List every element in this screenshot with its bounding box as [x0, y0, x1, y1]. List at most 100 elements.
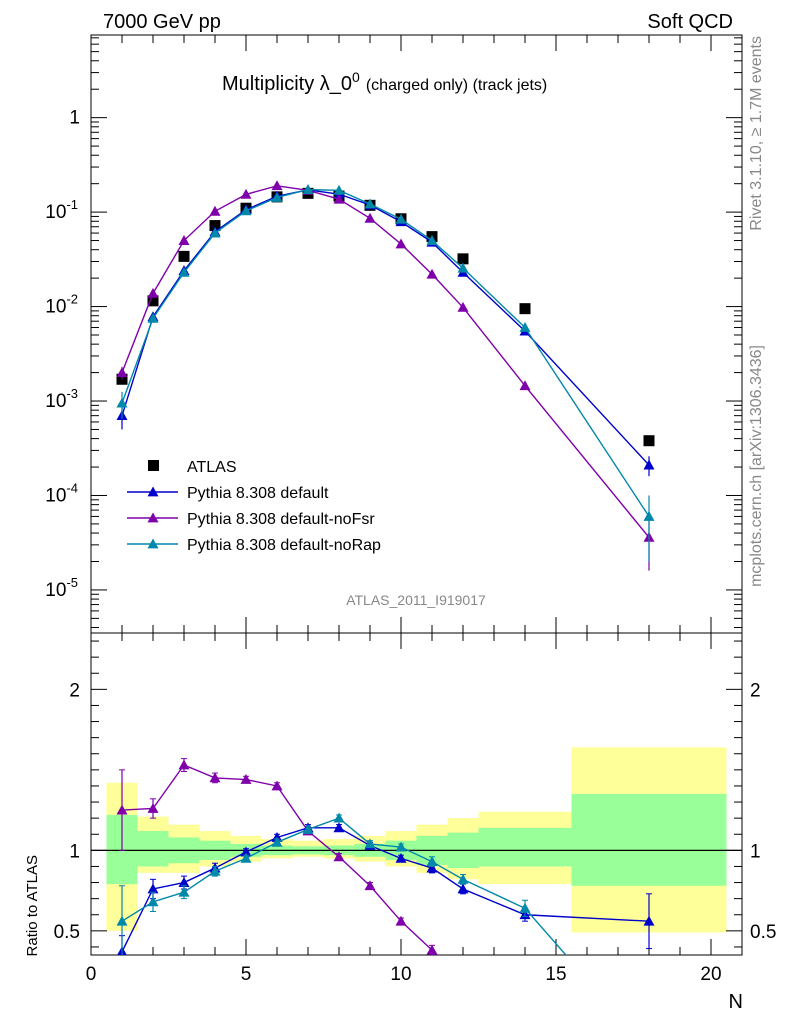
- point-marker: [643, 510, 655, 521]
- xtick-label: 20: [700, 964, 721, 985]
- title-superscript: 0: [352, 69, 360, 85]
- point-marker: [240, 846, 252, 857]
- point-marker: [240, 774, 252, 784]
- point-marker: [364, 880, 376, 891]
- data-point: [209, 220, 221, 232]
- legend-label: Pythia 8.308 default-noRap: [187, 537, 381, 554]
- point-marker: [209, 772, 221, 783]
- point-marker: [457, 873, 469, 884]
- point-marker: [178, 877, 190, 887]
- point-marker: [302, 184, 314, 195]
- series-line: [121, 189, 650, 466]
- ratio-series: [116, 758, 655, 984]
- point-marker: [395, 852, 407, 863]
- point-marker: [147, 896, 159, 907]
- point-marker: [519, 380, 531, 391]
- series-pythia-8-308-default-norap: [116, 184, 655, 562]
- data-point: [519, 303, 531, 315]
- point-marker: [519, 902, 531, 913]
- point-marker: [271, 836, 283, 847]
- main-ytick-label: 10-1: [45, 197, 78, 223]
- data-point: [643, 435, 655, 447]
- xtick-label: 10: [390, 964, 411, 985]
- ratio-ytick-label: 1: [69, 841, 80, 862]
- point-marker: [116, 804, 128, 815]
- point-marker: [116, 915, 128, 926]
- series-atlas: [116, 187, 655, 447]
- ratio-ytick-label-right: 0.5: [750, 922, 776, 943]
- ratio-line: [121, 764, 439, 955]
- band-inner: [137, 831, 169, 867]
- header-left: 7000 GeV pp: [103, 11, 221, 33]
- point-marker: [116, 397, 128, 408]
- point-marker: [209, 865, 221, 876]
- point-marker: [333, 851, 345, 862]
- point-marker: [364, 838, 376, 849]
- point-marker: [457, 262, 469, 273]
- point-marker: [147, 486, 159, 497]
- series-line: [121, 185, 650, 538]
- legend-label: ATLAS: [187, 459, 237, 476]
- point-marker: [147, 883, 159, 894]
- point-marker: [333, 822, 345, 833]
- point-marker: [240, 205, 252, 216]
- ratio-ytick-label: 2: [69, 680, 80, 701]
- point-marker: [147, 312, 159, 323]
- legend-item: Pythia 8.308 default-noRap: [127, 537, 381, 554]
- point-marker: [302, 823, 314, 834]
- point-marker: [457, 883, 469, 894]
- legend-item: ATLAS: [148, 459, 237, 476]
- point-marker: [178, 759, 190, 770]
- point-marker: [147, 802, 159, 813]
- point-marker: [116, 367, 128, 377]
- point-marker: [426, 944, 438, 955]
- point-marker: [395, 238, 407, 249]
- main-series: [116, 180, 655, 571]
- main-ytick-label: 10-4: [45, 480, 78, 506]
- point-marker: [395, 915, 407, 926]
- legend-label: Pythia 8.308 default-noFsr: [187, 511, 375, 528]
- main-ytick-label: 1: [69, 108, 80, 129]
- main-axes: 10-5 10-4 10-3 10-2 10-1 1: [45, 35, 743, 633]
- point-marker: [178, 235, 190, 245]
- ratio-line: [121, 817, 567, 955]
- ratio-panel-frame: [90, 632, 743, 956]
- point-marker: [178, 266, 190, 277]
- point-marker: [240, 188, 252, 199]
- rivet-label: Rivet 3.1.10, ≥ 1.7M events: [748, 36, 765, 231]
- point-marker: [458, 974, 469, 984]
- point-marker: [271, 780, 283, 791]
- point-marker: [643, 915, 655, 926]
- point-marker: [178, 886, 190, 897]
- xtick-label: 0: [86, 964, 97, 985]
- point-marker: [333, 184, 345, 195]
- data-point: [147, 295, 159, 307]
- data-point: [178, 250, 190, 262]
- analysis-id: ATLAS_2011_I919017: [346, 592, 486, 608]
- point-marker: [333, 812, 345, 823]
- ratio-series-pythia-8-308-default-norap: [116, 812, 567, 955]
- point-marker: [364, 198, 376, 209]
- main-ytick-label: 10-5: [45, 575, 78, 601]
- main-ytick-label: 10-2: [45, 292, 78, 318]
- point-marker: [426, 268, 438, 279]
- point-marker: [519, 322, 531, 332]
- series-line: [121, 188, 650, 517]
- ratio-line: [121, 827, 650, 953]
- legend-item: Pythia 8.308 default: [127, 485, 329, 502]
- xtick-label: 5: [241, 964, 252, 985]
- ratio-axes: 0.5 0.51 12 20 5 10 15 20: [54, 633, 776, 985]
- ratio-ytick-label: 0.5: [54, 922, 80, 943]
- x-axis-label: N: [729, 991, 743, 1013]
- point-marker: [147, 512, 159, 523]
- legend: ATLAS Pythia 8.308 default Pythia 8.308 de…: [127, 459, 381, 554]
- point-marker: [426, 235, 438, 245]
- mcplots-label: mcplots.cern.ch [arXiv:1306.3436]: [748, 345, 765, 587]
- band-inner: [571, 794, 727, 886]
- point-marker: [271, 180, 283, 191]
- point-marker: [209, 205, 221, 216]
- point-marker: [147, 287, 159, 298]
- point-marker: [333, 193, 345, 204]
- title-main: Multiplicity λ_0: [222, 73, 352, 95]
- point-marker: [209, 227, 221, 238]
